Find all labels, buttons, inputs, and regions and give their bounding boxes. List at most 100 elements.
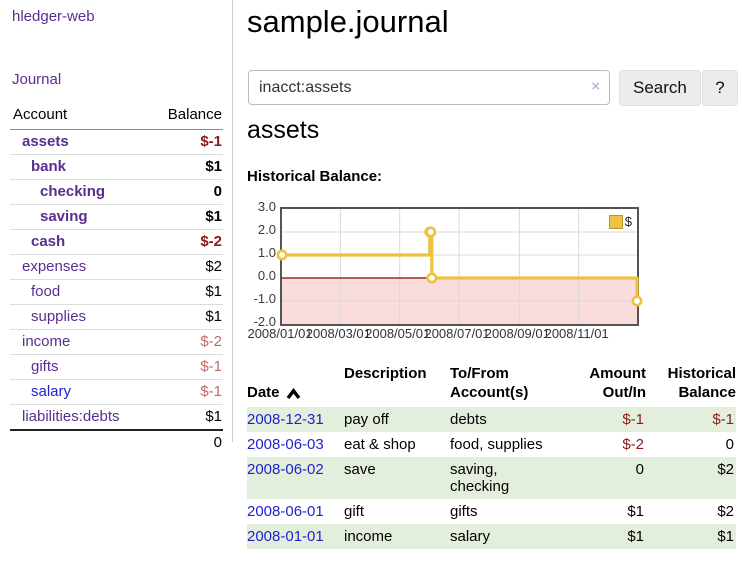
account-balance: $-2 — [200, 333, 222, 350]
transaction-date-link[interactable]: 2008-06-01 — [247, 503, 324, 520]
transaction-amount: $1 — [627, 503, 644, 520]
balance-chart: $ 3.0 2.0 1.0 0.0 -1.0 -2.0 2008/01/01 2008/03/… — [247, 195, 678, 347]
account-row: salary $-1 — [10, 379, 223, 405]
help-button[interactable]: ? — [702, 70, 738, 106]
y-tick-label: 1.0 — [257, 245, 276, 260]
y-tick-label: -1.0 — [253, 291, 276, 306]
account-row: saving $1 — [10, 204, 223, 230]
account-link[interactable]: cash — [31, 233, 66, 250]
transaction-accounts: debts — [450, 411, 487, 428]
account-balance: $1 — [205, 408, 222, 425]
accounts-total: 0 — [213, 434, 222, 451]
transaction-description: eat & shop — [344, 436, 416, 453]
account-row: cash $-2 — [10, 229, 223, 255]
transaction-accounts: food, supplies — [450, 436, 543, 453]
search-button[interactable]: Search — [619, 70, 701, 106]
data-point-marker — [276, 249, 288, 261]
y-tick-label: 0.0 — [257, 268, 276, 283]
search-bar: × — [248, 70, 610, 105]
transaction-description: gift — [344, 503, 365, 520]
app-title-link[interactable]: hledger-web — [12, 8, 95, 25]
account-balance: $-1 — [200, 133, 222, 150]
transaction-amount: $-1 — [622, 411, 644, 428]
account-balance: $1 — [205, 208, 222, 225]
accounts-header: To/From Account(s) — [450, 365, 529, 401]
chart-title: Historical Balance: — [247, 168, 383, 185]
account-row: food $1 — [10, 279, 223, 305]
sidebar-item-journal[interactable]: Journal — [12, 71, 62, 88]
account-link[interactable]: bank — [31, 158, 67, 175]
chart-plot-area: $ — [276, 207, 643, 326]
x-tick-label: 2008/05/01 — [365, 326, 431, 341]
transaction-balance: $-1 — [712, 411, 734, 428]
account-link[interactable]: expenses — [22, 258, 87, 275]
chart-canvas — [276, 209, 643, 324]
transaction-date-link[interactable]: 2008-12-31 — [247, 411, 324, 428]
table-row: 2008-01-01 income salary $1 $1 — [247, 524, 736, 549]
transaction-date-link[interactable]: 2008-06-02 — [247, 461, 324, 478]
data-point-marker — [426, 272, 438, 284]
search-input[interactable] — [248, 70, 610, 105]
x-tick-label: 2008/09/01 — [484, 326, 550, 341]
balance-header: Historical Balance — [667, 365, 736, 401]
transaction-accounts: salary — [450, 528, 491, 545]
chevron-up-icon — [286, 387, 300, 399]
accounts-table: Account Balance assets $-1 bank $1 check… — [10, 102, 223, 455]
account-balance: $1 — [205, 158, 222, 175]
account-row: bank $1 — [10, 154, 223, 180]
account-link[interactable]: assets — [22, 133, 69, 150]
account-row: liabilities:debts $1 — [10, 404, 223, 430]
account-link[interactable]: gifts — [31, 358, 59, 375]
transaction-description: pay off — [344, 411, 389, 428]
y-tick-label: -2.0 — [253, 314, 276, 329]
table-row: 2008-06-03 eat & shop food, supplies $-2… — [247, 432, 736, 457]
account-link[interactable]: supplies — [31, 308, 87, 325]
y-tick-label: 2.0 — [257, 222, 276, 237]
account-balance: $1 — [205, 308, 222, 325]
table-row: 2008-12-31 pay off debts $-1 $-1 — [247, 407, 736, 432]
data-point-marker — [425, 226, 437, 238]
transaction-balance: $2 — [717, 461, 734, 478]
legend-swatch-icon — [608, 214, 623, 229]
transaction-amount: 0 — [635, 461, 644, 478]
account-balance: $-1 — [200, 358, 222, 375]
account-link[interactable]: checking — [40, 183, 106, 200]
transaction-amount: $-2 — [622, 436, 644, 453]
data-point-marker — [631, 295, 643, 307]
transaction-accounts: saving, checking — [450, 461, 510, 495]
account-link[interactable]: saving — [40, 208, 88, 225]
description-header: Description — [344, 365, 427, 382]
x-tick-label: 2008/07/01 — [424, 326, 490, 341]
account-row: income $-2 — [10, 329, 223, 355]
page-title: sample.journal — [247, 4, 449, 39]
accounts-header-balance: Balance — [149, 102, 223, 130]
account-row: checking 0 — [10, 179, 223, 205]
y-tick-label: 3.0 — [257, 199, 276, 214]
sidebar: hledger-web Journal Account Balance asse… — [0, 0, 233, 455]
x-tick-label: 2008/01/01 — [247, 326, 313, 341]
transaction-amount: $1 — [627, 528, 644, 545]
sort-by-date[interactable]: Date — [247, 383, 301, 402]
transaction-date-link[interactable]: 2008-01-01 — [247, 528, 324, 545]
transaction-description: save — [344, 461, 376, 478]
clear-search-icon[interactable]: × — [591, 78, 600, 95]
accounts-total-row: 0 — [10, 429, 223, 455]
transaction-balance: $1 — [717, 528, 734, 545]
transaction-date-link[interactable]: 2008-06-03 — [247, 436, 324, 453]
table-row: 2008-06-01 gift gifts $1 $2 — [247, 499, 736, 524]
legend-label: $ — [624, 214, 632, 229]
account-link[interactable]: food — [31, 283, 61, 300]
account-link[interactable]: salary — [31, 383, 72, 400]
account-row: assets $-1 — [10, 130, 223, 155]
account-balance: 0 — [213, 183, 222, 200]
account-link[interactable]: income — [22, 333, 71, 350]
account-row: supplies $1 — [10, 304, 223, 330]
accounts-header-account: Account — [10, 102, 150, 130]
transaction-balance: 0 — [725, 436, 734, 453]
account-link[interactable]: liabilities:debts — [22, 408, 120, 425]
date-header-label: Date — [247, 384, 280, 401]
account-row: gifts $-1 — [10, 354, 223, 380]
transaction-balance: $2 — [717, 503, 734, 520]
account-balance: $1 — [205, 283, 222, 300]
